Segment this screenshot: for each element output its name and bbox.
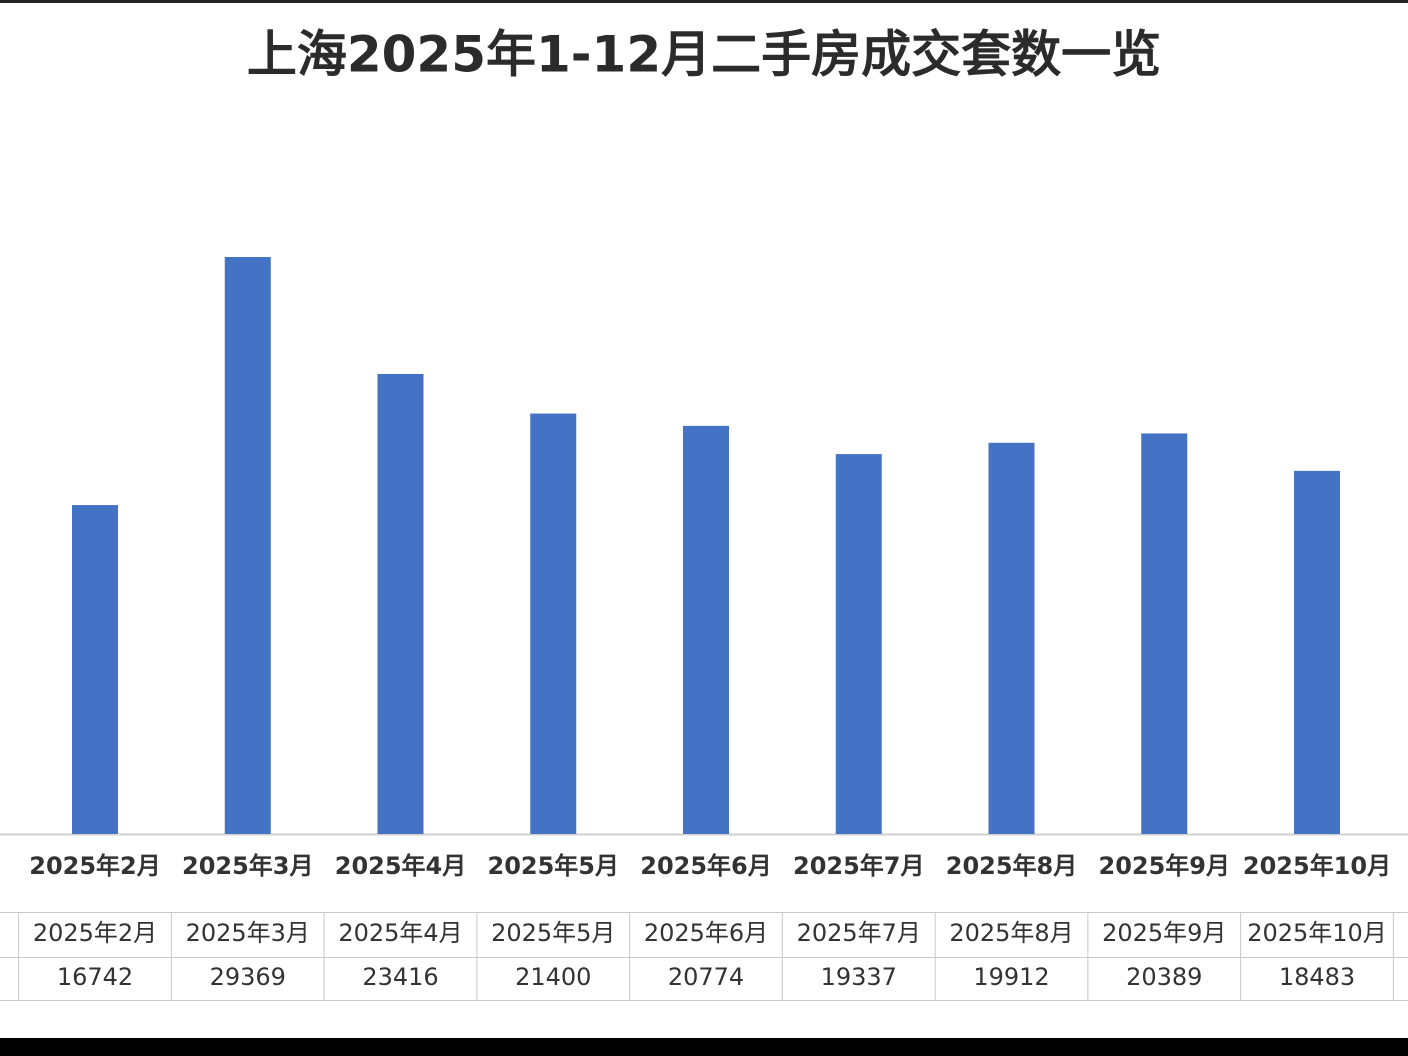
- x-tick-label: 2025年4月: [335, 852, 467, 880]
- table-value: 23416: [362, 963, 438, 991]
- bar: [988, 442, 1035, 834]
- bar: [224, 257, 271, 834]
- bar: [1294, 470, 1340, 834]
- x-tick-label: 2025年8月: [946, 852, 1078, 880]
- table-value: 21400: [515, 963, 591, 991]
- table-value: 19912: [973, 963, 1049, 991]
- table-header: 2025年9月: [1102, 919, 1226, 947]
- table-header: 2025年5月: [491, 919, 615, 947]
- x-tick-label: 2025年3月: [182, 852, 314, 880]
- table-header: 2025年8月: [949, 919, 1073, 947]
- table-value: 20389: [1126, 963, 1202, 991]
- table-value: 20774: [668, 963, 744, 991]
- table-value: 18483: [1279, 963, 1355, 991]
- table-value: 19337: [821, 963, 897, 991]
- bar: [377, 373, 424, 834]
- bar: [683, 425, 729, 834]
- table-header: 2025年2月: [33, 919, 157, 947]
- x-tick-label: 2025年6月: [640, 852, 772, 880]
- table-header: 2025年7月: [797, 919, 921, 947]
- table-value: 29369: [210, 963, 286, 991]
- x-tick-label: 2025年7月: [793, 852, 925, 880]
- x-tick-label: 2025年9月: [1099, 852, 1231, 880]
- top-border: [0, 0, 1408, 3]
- bar: [1141, 433, 1188, 834]
- table-header: 2025年6月: [644, 919, 768, 947]
- bar: [835, 454, 882, 834]
- chart-title: 上海2025年1-12月二手房成交套数一览: [247, 26, 1161, 84]
- x-tick-label: 2025年5月: [488, 852, 620, 880]
- table-header: 2025年4月: [338, 919, 462, 947]
- table-header: 2025年3月: [186, 919, 310, 947]
- x-tick-label: 2025年10月: [1243, 852, 1391, 880]
- bar: [72, 505, 118, 834]
- bar: [530, 413, 577, 834]
- table-value: 16742: [57, 963, 133, 991]
- table-header: 2025年10月: [1247, 919, 1387, 947]
- x-tick-label: 2025年2月: [29, 852, 161, 880]
